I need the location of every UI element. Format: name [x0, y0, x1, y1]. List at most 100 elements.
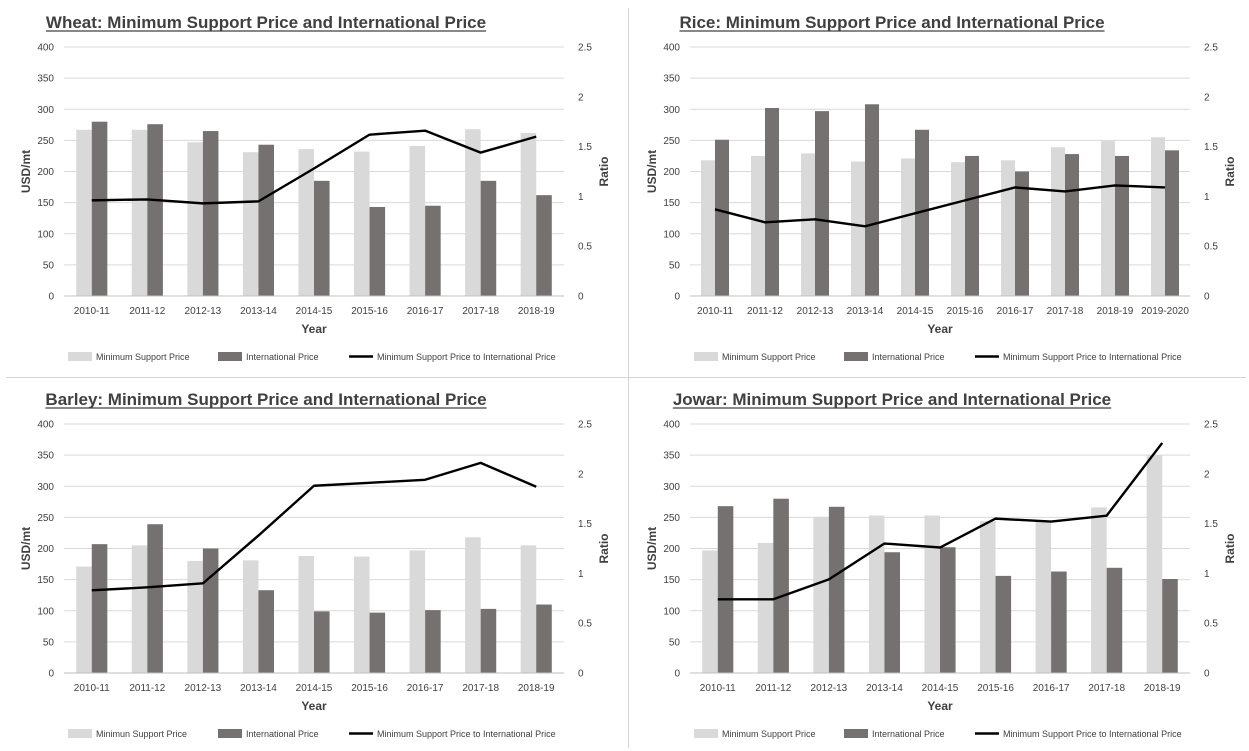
rice-x-tick-label: 2015-16: [947, 306, 984, 317]
wheat-msp-bar: [298, 149, 314, 296]
rice-msp-bar: [901, 158, 915, 296]
wheat-y2-axis-title: Ratio: [597, 157, 611, 187]
jowar-y2-axis-title: Ratio: [1223, 534, 1237, 564]
barley-y2-tick-label: 2.5: [578, 420, 592, 431]
wheat-y2-tick-label: 0: [578, 292, 584, 303]
jowar-msp-bar: [868, 515, 885, 673]
jowar-legend-intl-swatch: [844, 729, 868, 738]
wheat-msp-bar: [465, 129, 481, 296]
wheat-y-tick-label: 100: [37, 229, 54, 240]
barley-x-tick-label: 2013-14: [240, 683, 277, 694]
jowar-intl-bar: [1162, 579, 1178, 673]
jowar-x-tick-label: 2011-12: [755, 683, 791, 694]
rice-ratio-line: [714, 184, 1166, 228]
barley-y-tick-label: 200: [37, 544, 54, 555]
jowar-intl-bar: [828, 506, 845, 673]
jowar-x-axis-title: Year: [927, 699, 953, 713]
barley-msp-bar: [409, 550, 426, 673]
barley-y-tick-label: 0: [48, 669, 54, 680]
barley-x-tick-label: 2010-11: [74, 683, 110, 694]
jowar-intl-bar: [940, 547, 956, 673]
jowar-msp-bar: [980, 521, 996, 673]
barley-x-tick-label: 2018-19: [518, 683, 555, 694]
rice-intl-bar: [915, 129, 929, 296]
barley-y-tick-label: 300: [37, 482, 54, 493]
rice-y-tick-label: 400: [663, 43, 680, 54]
rice-intl-bar: [715, 139, 729, 296]
barley-x-tick-label: 2012-13: [185, 683, 222, 694]
rice-y-tick-label: 200: [663, 167, 680, 178]
rice-x-tick-label: 2016-17: [997, 306, 1034, 317]
jowar-y2-tick-label: 0.5: [1204, 619, 1218, 630]
rice-chart-title: Rice: Minimum Support Price and Internat…: [679, 13, 1104, 32]
wheat-y-tick-label: 300: [37, 105, 54, 116]
jowar-intl-bar: [717, 506, 734, 673]
barley-y-tick-label: 150: [37, 575, 54, 586]
wheat-intl-bar: [369, 206, 386, 296]
jowar-legend-intl-label: International Price: [872, 729, 945, 739]
wheat-y-tick-label: 250: [37, 136, 54, 147]
rice-y-tick-label: 250: [663, 136, 680, 147]
wheat-y-tick-label: 200: [37, 167, 54, 178]
wheat-y2-tick-label: 1.5: [578, 142, 592, 153]
jowar-y2-tick-label: 0: [1204, 669, 1210, 680]
rice-msp-bar: [951, 162, 965, 296]
jowar-intl-bar: [884, 552, 900, 673]
rice-y-tick-label: 150: [663, 198, 680, 209]
barley-y-axis-title: USD/mt: [19, 527, 33, 570]
panel-divider-vertical: [628, 8, 629, 748]
jowar-x-tick-label: 2016-17: [1033, 683, 1070, 694]
rice-legend-msp-swatch: [694, 352, 718, 361]
rice-msp-bar: [801, 153, 815, 296]
barley-msp-bar: [520, 545, 537, 673]
wheat-y-tick-label: 350: [37, 74, 54, 85]
rice-msp-bar: [751, 155, 765, 296]
wheat-y-axis-title: USD/mt: [19, 150, 33, 193]
rice-y-tick-label: 300: [663, 105, 680, 116]
wheat-intl-bar: [480, 180, 497, 296]
rice-msp-bar: [1151, 137, 1165, 296]
wheat-intl-bar: [314, 180, 330, 296]
rice-intl-bar: [815, 111, 829, 297]
rice-y-tick-label: 0: [674, 292, 680, 303]
jowar-x-tick-label: 2015-16: [977, 683, 1014, 694]
wheat-x-tick-label: 2015-16: [351, 306, 388, 317]
rice-intl-bar: [1165, 150, 1179, 296]
wheat-legend-msp-swatch: [68, 352, 92, 361]
jowar-x-tick-label: 2013-14: [866, 683, 903, 694]
rice-x-tick-label: 2010-11: [697, 306, 733, 317]
barley-chart-panel: Barley: Minimum Support Price and Intern…: [4, 381, 624, 751]
rice-y-tick-label: 100: [663, 229, 680, 240]
jowar-x-tick-label: 2010-11: [700, 683, 736, 694]
jowar-msp-bar: [757, 542, 774, 673]
rice-intl-bar: [1015, 171, 1029, 296]
wheat-chart: Wheat: Minimum Support Price and Interna…: [19, 13, 611, 362]
rice-y2-axis-title: Ratio: [1223, 157, 1237, 187]
barley-x-tick-label: 2017-18: [462, 683, 499, 694]
barley-y-tick-label: 50: [43, 637, 55, 648]
barley-intl-bar: [536, 604, 552, 673]
barley-y-tick-label: 250: [37, 513, 54, 524]
rice-x-axis-title: Year: [927, 322, 953, 336]
rice-x-tick-label: 2018-19: [1097, 306, 1134, 317]
barley-y-tick-label: 100: [37, 606, 54, 617]
rice-msp-bar: [701, 160, 715, 296]
rice-y2-tick-label: 2.5: [1204, 43, 1218, 54]
rice-intl-bar: [965, 155, 979, 296]
barley-msp-bar: [242, 560, 259, 673]
wheat-legend-intl-swatch: [218, 352, 242, 361]
jowar-y-tick-label: 200: [663, 544, 680, 555]
wheat-x-tick-label: 2010-11: [74, 306, 110, 317]
wheat-intl-bar: [202, 131, 219, 296]
jowar-msp-bar: [813, 516, 829, 673]
barley-y2-tick-label: 1: [578, 569, 584, 580]
jowar-intl-bar: [995, 575, 1012, 673]
jowar-chart: Jowar: Minimum Support Price and Interna…: [645, 390, 1237, 739]
wheat-x-tick-label: 2018-19: [518, 306, 555, 317]
rice-msp-bar: [1101, 140, 1115, 296]
barley-x-tick-label: 2015-16: [351, 683, 388, 694]
barley-intl-bar: [258, 590, 274, 673]
wheat-chart-title: Wheat: Minimum Support Price and Interna…: [46, 13, 486, 32]
jowar-y-tick-label: 300: [663, 482, 680, 493]
wheat-msp-bar: [242, 152, 259, 296]
